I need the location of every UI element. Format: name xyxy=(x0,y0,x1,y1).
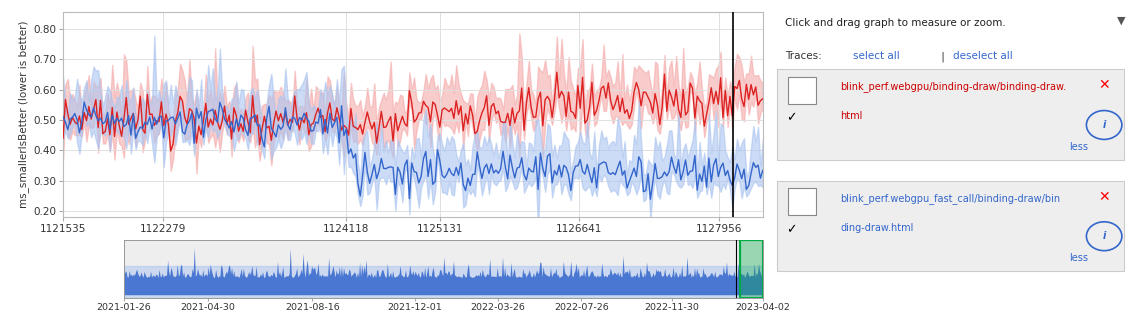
Text: less: less xyxy=(1069,253,1089,263)
Text: ding-draw.html: ding-draw.html xyxy=(840,223,913,233)
Text: ✕: ✕ xyxy=(1099,78,1110,92)
Text: i: i xyxy=(1102,231,1106,241)
Text: i: i xyxy=(1102,120,1106,130)
Bar xyxy=(741,240,763,298)
FancyBboxPatch shape xyxy=(778,181,1124,271)
Bar xyxy=(741,240,763,298)
Bar xyxy=(788,77,816,104)
Text: |: | xyxy=(938,51,949,62)
Text: deselect all: deselect all xyxy=(953,51,1013,61)
Bar xyxy=(124,266,763,298)
Text: Click and drag graph to measure or zoom.: Click and drag graph to measure or zoom. xyxy=(785,18,1006,28)
Text: ✕: ✕ xyxy=(1099,190,1110,204)
Text: ✓: ✓ xyxy=(787,223,797,236)
Text: less: less xyxy=(1069,142,1089,152)
Bar xyxy=(788,188,816,215)
Y-axis label: ms_smallerIsBetter (lower is better): ms_smallerIsBetter (lower is better) xyxy=(18,21,29,208)
Text: Traces:: Traces: xyxy=(785,51,825,61)
Text: blink_perf.webgpu/binding-draw/binding-draw.: blink_perf.webgpu/binding-draw/binding-d… xyxy=(840,82,1067,92)
Text: blink_perf.webgpu_fast_call/binding-draw/bin: blink_perf.webgpu_fast_call/binding-draw… xyxy=(840,193,1060,204)
Text: html: html xyxy=(840,111,863,122)
Text: select all: select all xyxy=(853,51,899,61)
FancyBboxPatch shape xyxy=(778,69,1124,160)
Text: ▼: ▼ xyxy=(1116,15,1125,25)
Text: ✓: ✓ xyxy=(787,112,797,124)
